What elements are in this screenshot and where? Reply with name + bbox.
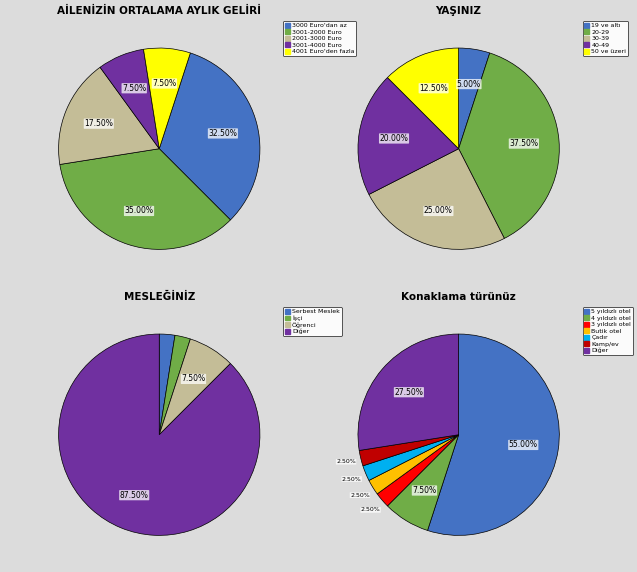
Title: MESLEĞİNİZ: MESLEĞİNİZ bbox=[124, 292, 195, 301]
Text: 2.50%: 2.50% bbox=[336, 459, 356, 464]
Wedge shape bbox=[369, 149, 505, 249]
Wedge shape bbox=[359, 435, 459, 466]
Text: 87.50%: 87.50% bbox=[120, 491, 148, 500]
Wedge shape bbox=[427, 334, 559, 535]
Text: 25.00%: 25.00% bbox=[424, 206, 453, 216]
Text: 20.00%: 20.00% bbox=[380, 134, 408, 143]
Text: 35.00%: 35.00% bbox=[124, 206, 154, 216]
Legend: Serbest Meslek, İşçi, Öğrenci, Diğer: Serbest Meslek, İşçi, Öğrenci, Diğer bbox=[283, 307, 341, 336]
Wedge shape bbox=[59, 67, 159, 165]
Wedge shape bbox=[377, 435, 459, 506]
Title: YAŞINIZ: YAŞINIZ bbox=[436, 6, 482, 15]
Wedge shape bbox=[387, 48, 459, 149]
Wedge shape bbox=[100, 49, 159, 149]
Wedge shape bbox=[363, 435, 459, 480]
Text: 2.50%: 2.50% bbox=[361, 507, 380, 513]
Text: 2.50%: 2.50% bbox=[342, 476, 362, 482]
Legend: 5 yıldızlı otel, 4 yıldızlı otel, 3 yıldızlı otel, Butik otel, Çadır, Kamp/ev, D: 5 yıldızlı otel, 4 yıldızlı otel, 3 yıld… bbox=[583, 307, 633, 355]
Text: 7.50%: 7.50% bbox=[152, 79, 176, 88]
Title: Konaklama türünüz: Konaklama türünüz bbox=[401, 292, 516, 301]
Wedge shape bbox=[159, 334, 175, 435]
Text: 7.50%: 7.50% bbox=[412, 486, 436, 495]
Title: AİLENİZİN ORTALAMA AYLIK GELİRİ: AİLENİZİN ORTALAMA AYLIK GELİRİ bbox=[57, 6, 261, 15]
Wedge shape bbox=[358, 334, 459, 451]
Wedge shape bbox=[59, 334, 260, 535]
Text: 2.50%: 2.50% bbox=[350, 492, 370, 498]
Text: 32.50%: 32.50% bbox=[208, 129, 238, 138]
Wedge shape bbox=[459, 48, 490, 149]
Wedge shape bbox=[159, 339, 231, 435]
Text: 17.50%: 17.50% bbox=[84, 119, 113, 128]
Legend: 19 ve altı, 20-29, 30-39, 40-49, 50 ve üzeri: 19 ve altı, 20-29, 30-39, 40-49, 50 ve ü… bbox=[583, 21, 628, 56]
Text: 37.50%: 37.50% bbox=[510, 139, 538, 148]
Text: 7.50%: 7.50% bbox=[122, 84, 147, 93]
Text: 5.00%: 5.00% bbox=[457, 80, 481, 89]
Text: 27.50%: 27.50% bbox=[394, 388, 424, 397]
Wedge shape bbox=[387, 435, 459, 530]
Text: 7.50%: 7.50% bbox=[182, 375, 206, 383]
Wedge shape bbox=[358, 78, 459, 194]
Wedge shape bbox=[459, 53, 559, 239]
Wedge shape bbox=[369, 435, 459, 494]
Text: 55.00%: 55.00% bbox=[509, 440, 538, 450]
Wedge shape bbox=[159, 335, 190, 435]
Wedge shape bbox=[143, 48, 190, 149]
Wedge shape bbox=[60, 149, 231, 249]
Text: 12.50%: 12.50% bbox=[419, 84, 448, 93]
Legend: 3000 Euro'dan az, 3001-2000 Euro, 2001-3000 Euro, 3001-4000 Euro, 4001 Euro'den : 3000 Euro'dan az, 3001-2000 Euro, 2001-3… bbox=[283, 21, 356, 56]
Wedge shape bbox=[159, 53, 260, 220]
